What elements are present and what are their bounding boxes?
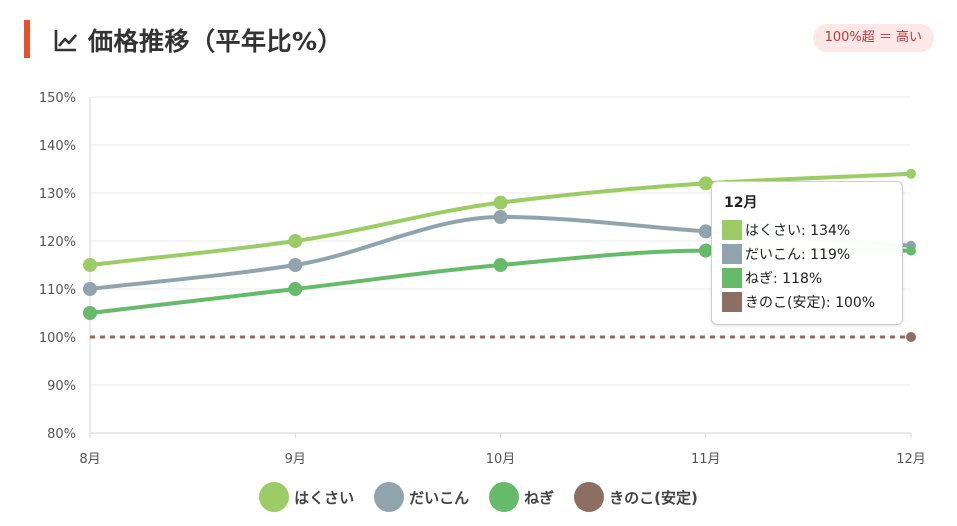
chart-header: 価格推移（平年比%） 100%超 ＝ 高い: [24, 18, 934, 58]
x-tick-label: 12月: [896, 452, 926, 467]
legend-label: ねぎ: [524, 488, 555, 507]
tooltip-swatch: [722, 220, 742, 240]
y-tick-label: 90%: [47, 379, 76, 394]
tooltip-swatch: [722, 292, 742, 312]
x-tick-label: 11月: [691, 452, 721, 467]
tooltip-row: だいこん: 119%: [722, 244, 850, 264]
line-chart-icon: [54, 30, 77, 52]
x-tick-label: 8月: [79, 452, 100, 467]
tooltip-row: きのこ(安定): 100%: [722, 292, 875, 312]
data-point: [83, 258, 97, 272]
data-point: [906, 332, 916, 342]
data-point: [493, 258, 508, 272]
y-tick-label: 110%: [39, 283, 76, 298]
chart-tooltip: 12月 はくさい: 134% だいこん: 119% ねぎ: 118% きのこ(安定):…: [711, 181, 903, 325]
x-tick-label: 10月: [486, 452, 516, 467]
tooltip-label: ねぎ: 118%: [745, 271, 823, 287]
tooltip-title: 12月: [724, 195, 758, 211]
y-tick-label: 130%: [39, 187, 76, 202]
data-point: [83, 282, 97, 296]
legend-label: だいこん: [409, 488, 470, 507]
data-point: [288, 258, 303, 272]
data-point: [698, 224, 713, 239]
y-tick-label: 140%: [39, 139, 76, 154]
y-tick-label: 120%: [39, 235, 76, 250]
chart-legend: はくさい だいこん ねぎ きのこ(安定): [0, 482, 957, 512]
data-point: [288, 234, 303, 248]
title-accent-bar: [24, 20, 30, 58]
legend-item[interactable]: ねぎ: [489, 482, 554, 512]
legend-item[interactable]: だいこん: [374, 482, 469, 512]
tooltip-swatch: [722, 244, 742, 264]
data-point: [83, 306, 97, 320]
tooltip-label: だいこん: 119%: [745, 247, 851, 263]
page-title: 価格推移（平年比%）: [88, 27, 344, 56]
tooltip-swatch: [722, 268, 742, 288]
tooltip-row: ねぎ: 118%: [722, 268, 822, 288]
legend-item[interactable]: きのこ(安定): [574, 482, 698, 512]
legend-label: はくさい: [294, 488, 355, 507]
x-tick-label: 9月: [285, 452, 306, 467]
legend-swatch: [489, 482, 520, 512]
legend-label: きのこ(安定): [609, 488, 698, 507]
data-point: [493, 210, 508, 224]
legend-swatch: [374, 482, 405, 512]
legend-note-badge: 100%超 ＝ 高い: [812, 24, 934, 52]
data-point: [906, 245, 916, 256]
data-point: [698, 243, 713, 258]
y-tick-label: 150%: [39, 91, 76, 106]
legend-swatch: [574, 482, 605, 512]
data-point: [906, 168, 916, 179]
data-point: [493, 195, 508, 210]
y-tick-label: 80%: [47, 427, 76, 442]
tooltip-label: はくさい: 134%: [745, 223, 851, 239]
title-group: 価格推移（平年比%）: [52, 22, 343, 58]
data-point: [288, 282, 303, 296]
legend-item[interactable]: はくさい: [259, 482, 354, 512]
legend-swatch: [259, 482, 290, 512]
tooltip-row: はくさい: 134%: [722, 220, 850, 240]
tooltip-label: きのこ(安定): 100%: [745, 295, 876, 311]
y-tick-label: 100%: [39, 331, 76, 346]
data-point: [698, 176, 713, 191]
